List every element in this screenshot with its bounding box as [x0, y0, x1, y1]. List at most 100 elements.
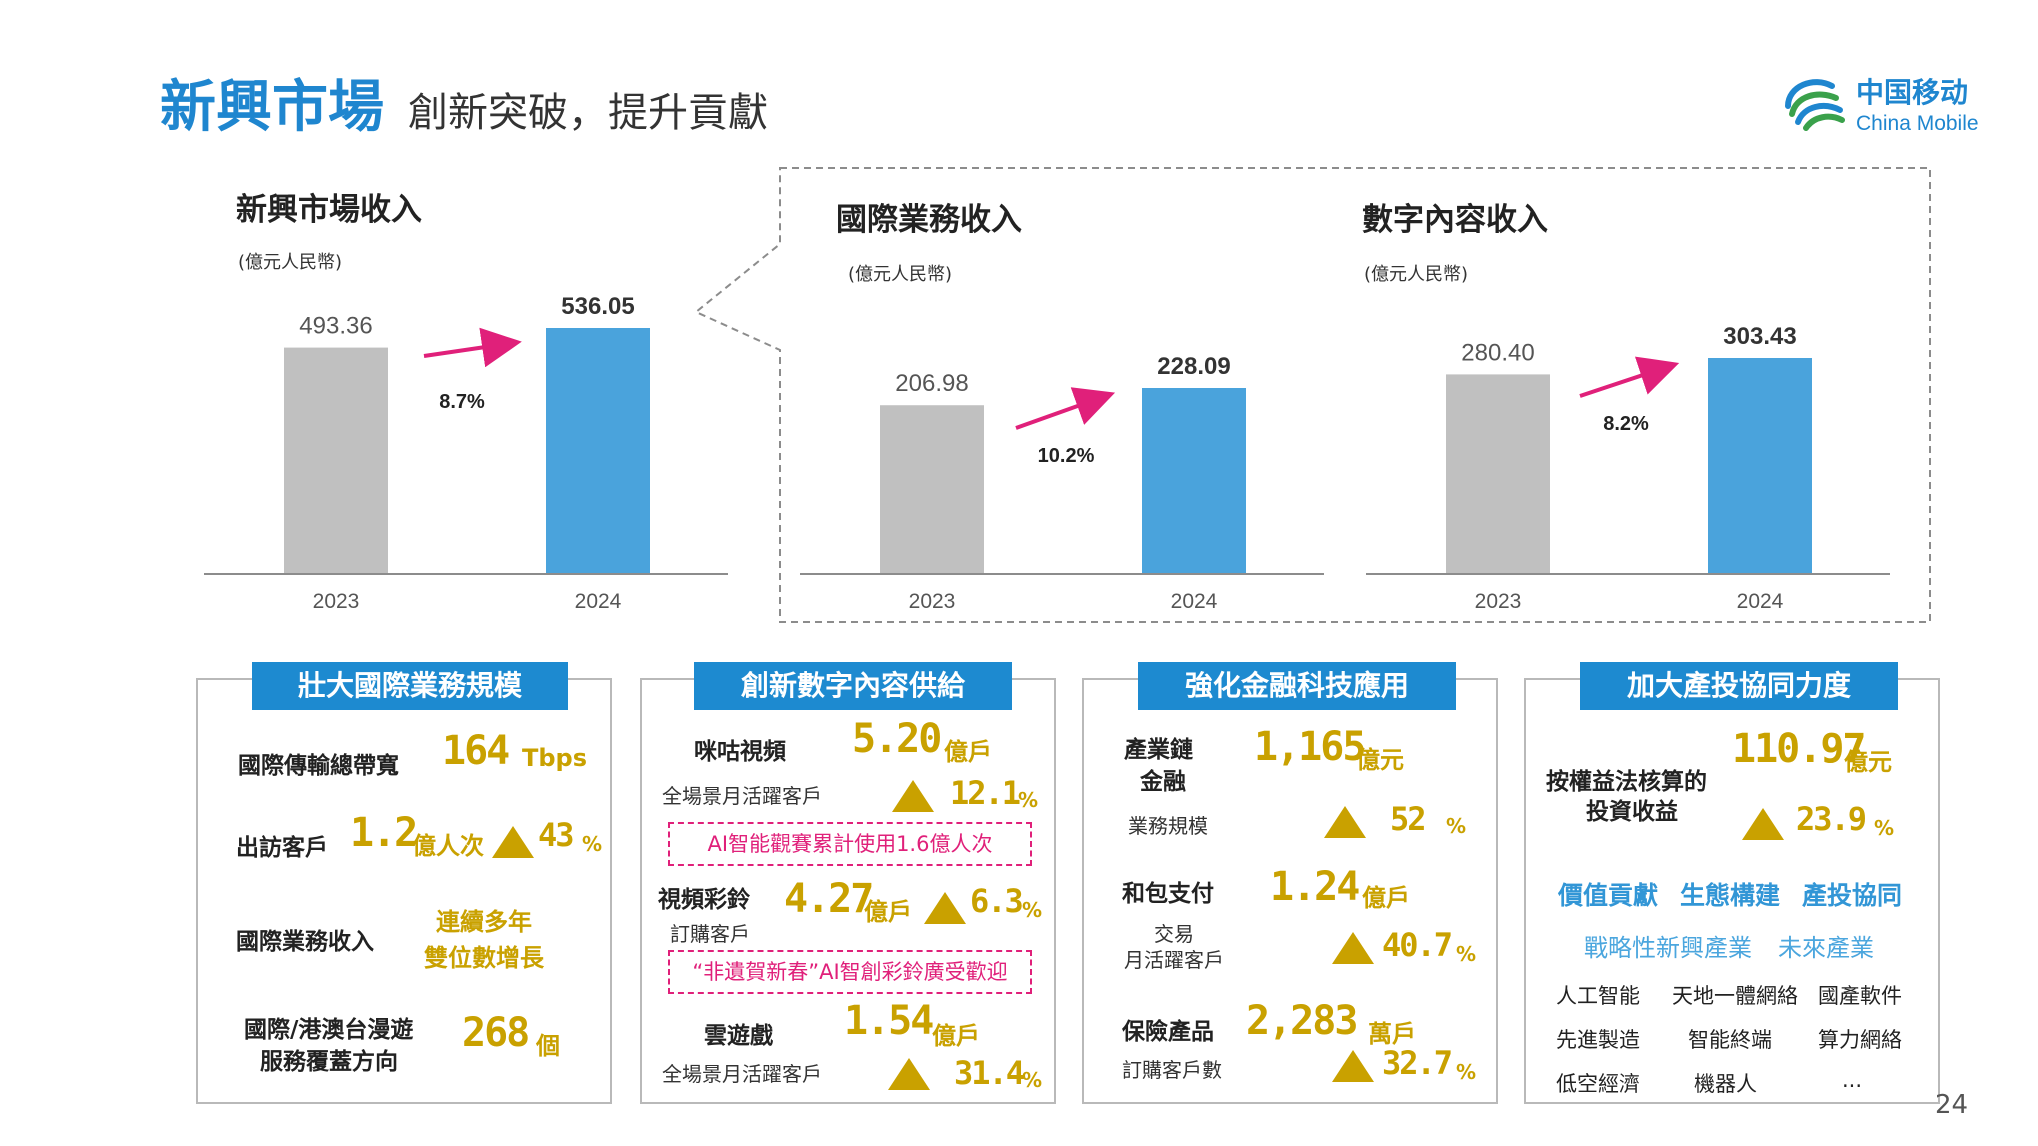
supply-chain-pct: % — [1446, 814, 1467, 838]
andpay-value: 1.24 — [1270, 864, 1360, 910]
investment-synergy: 產投協同 — [1802, 881, 1903, 910]
insurance-unit: 萬戶 — [1368, 1020, 1416, 1048]
intl-revenue-text2: 雙位數增長 — [424, 944, 544, 972]
investment-growth: 23.9 — [1796, 800, 1867, 838]
cloud-game-pct: % — [1022, 1068, 1043, 1092]
insurance-label: 保險產品 — [1122, 1019, 1214, 1045]
supply-chain-label-1: 產業鏈 — [1124, 737, 1193, 763]
dashed-callout-frame — [694, 167, 1931, 623]
value-contribution: 價值貢獻 — [1558, 881, 1659, 910]
visitors-pct: % — [582, 832, 603, 856]
up-triangle-icon — [924, 892, 966, 924]
page-subtitle: 創新突破，提升貢獻 — [408, 90, 768, 136]
migu-growth: 12.1 — [950, 774, 1021, 812]
growth-arrow-icon — [1015, 387, 1116, 430]
roaming-label-2: 服務覆蓋方向 — [260, 1049, 398, 1075]
andpay-label: 和包支付 — [1122, 881, 1214, 907]
panel-international: 壯大國際業務規模 國際傳輸總帶寬 164 Tbps 出訪客戶 1.2 億人次 4… — [196, 662, 612, 1104]
panel-header: 創新數字內容供給 — [694, 662, 1012, 710]
visitors-label: 出訪客戶 — [236, 835, 328, 861]
panel-digital-content: 創新數字內容供給 咪咕視頻 5.20 億戶 全場景月活躍客戶 12.1 % AI… — [640, 662, 1056, 1104]
up-triangle-icon — [1742, 808, 1784, 840]
strategic-industries: 戰略性新興產業 — [1584, 934, 1752, 962]
bar-charts: 493.36 2023 536.05 2024 8.7% 206.98 2023 228.0… — [204, 167, 1931, 623]
x-tick-label: 2024 — [1171, 590, 1218, 613]
bar-value-label: 303.43 — [1723, 323, 1796, 350]
insurance-pct: % — [1456, 1060, 1477, 1084]
up-triangle-icon — [492, 826, 534, 858]
bar-2023 — [1446, 374, 1550, 574]
chart-digital-content: 280.40 2023 303.43 2024 8.2% — [1366, 323, 1890, 613]
andpay-unit: 億戶 — [1362, 884, 1410, 912]
investment-label-1: 按權益法核算的 — [1546, 769, 1707, 795]
chart2-title: 國際業務收入 — [836, 202, 1022, 238]
visitors-unit: 億人次 — [412, 832, 484, 860]
ringtone-sub: 訂購客戶 — [670, 922, 750, 946]
growth-label: 8.2% — [1603, 413, 1649, 435]
bar-2023 — [880, 405, 984, 574]
growth-label: 8.7% — [439, 391, 485, 413]
x-tick-label: 2024 — [575, 590, 622, 613]
chart1-unit: (億元人民幣) — [238, 252, 343, 273]
supply-chain-sub: 業務規模 — [1128, 814, 1208, 838]
tag-more: ... — [1842, 1068, 1863, 1092]
andpay-sub-2: 月活躍客戶 — [1124, 948, 1224, 972]
cloud-game-unit: 億戶 — [932, 1022, 980, 1050]
ai-viewing-note: AI智能觀賽累計使用1.6億人次 — [668, 822, 1032, 866]
cloud-game-growth: 31.4 — [954, 1054, 1025, 1092]
supply-chain-value: 1,165 — [1254, 724, 1366, 770]
chart1-title: 新興市場收入 — [236, 192, 422, 228]
chart3-title: 數字內容收入 — [1362, 202, 1548, 238]
bar-value-label: 493.36 — [299, 313, 372, 340]
x-tick-label: 2023 — [313, 590, 360, 613]
growth-label: 10.2% — [1038, 445, 1095, 467]
roaming-label-1: 國際/港澳台漫遊 — [244, 1017, 414, 1043]
tag-low-altitude-economy: 低空經濟 — [1556, 1072, 1640, 1096]
up-triangle-icon — [1324, 806, 1366, 838]
investment-label-2: 投資收益 — [1586, 799, 1678, 825]
logo-cn-text: 中国移动 — [1856, 77, 1968, 108]
ringtone-label: 視頻彩鈴 — [658, 887, 750, 913]
cloud-game-sub: 全場景月活躍客戶 — [662, 1062, 822, 1086]
up-triangle-icon — [892, 780, 934, 812]
supply-chain-unit: 億元 — [1356, 746, 1404, 774]
ringtone-unit: 億戶 — [864, 898, 912, 926]
x-tick-label: 2023 — [1475, 590, 1522, 613]
migu-value: 5.20 — [852, 716, 942, 762]
tag-space-ground-network: 天地一體網絡 — [1672, 984, 1798, 1008]
investment-pct: % — [1874, 816, 1895, 840]
insurance-sub: 訂購客戶數 — [1122, 1058, 1222, 1082]
tag-ai: 人工智能 — [1556, 984, 1640, 1008]
chart3-unit: (億元人民幣) — [1364, 264, 1469, 285]
x-tick-label: 2024 — [1737, 590, 1784, 613]
up-triangle-icon — [1332, 1050, 1374, 1082]
bandwidth-unit: Tbps — [522, 744, 588, 772]
ringtone-value: 4.27 — [784, 876, 874, 922]
page-number: 24 — [1935, 1090, 1969, 1120]
intl-revenue-text1: 連續多年 — [436, 908, 532, 936]
bandwidth-value: 164 — [442, 728, 510, 774]
intl-revenue-label: 國際業務收入 — [236, 929, 374, 955]
logo-en-text: China Mobile — [1856, 112, 1979, 135]
roaming-unit: 個 — [536, 1032, 560, 1060]
bar-value-label: 206.98 — [895, 370, 968, 397]
bar-2023 — [284, 347, 388, 574]
page-title: 新興市場 — [160, 75, 384, 140]
bar-value-label: 536.05 — [561, 293, 634, 320]
visitors-growth: 43 — [538, 816, 575, 854]
andpay-pct: % — [1456, 942, 1477, 966]
ringtone-pct: % — [1022, 898, 1043, 922]
x-tick-label: 2023 — [909, 590, 956, 613]
insurance-growth: 32.7 — [1382, 1044, 1453, 1082]
tag-advanced-manufacturing: 先進製造 — [1556, 1028, 1640, 1052]
panel-header: 加大產投協同力度 — [1580, 662, 1898, 710]
panel-header: 強化金融科技應用 — [1138, 662, 1456, 710]
bar-2024 — [546, 328, 650, 574]
panel-industry-investment: 加大產投協同力度 按權益法核算的 投資收益 110.97 億元 23.9 % 價… — [1524, 662, 1940, 1104]
andpay-growth: 40.7 — [1382, 926, 1453, 964]
ecosystem-building: 生態構建 — [1680, 881, 1781, 910]
ringtone-note: “非遺賀新春”AI智創彩鈴廣受歡迎 — [668, 950, 1032, 994]
bar-value-label: 228.09 — [1157, 353, 1230, 380]
visitors-value: 1.2 — [350, 810, 418, 856]
andpay-sub-1: 交易 — [1154, 922, 1194, 946]
